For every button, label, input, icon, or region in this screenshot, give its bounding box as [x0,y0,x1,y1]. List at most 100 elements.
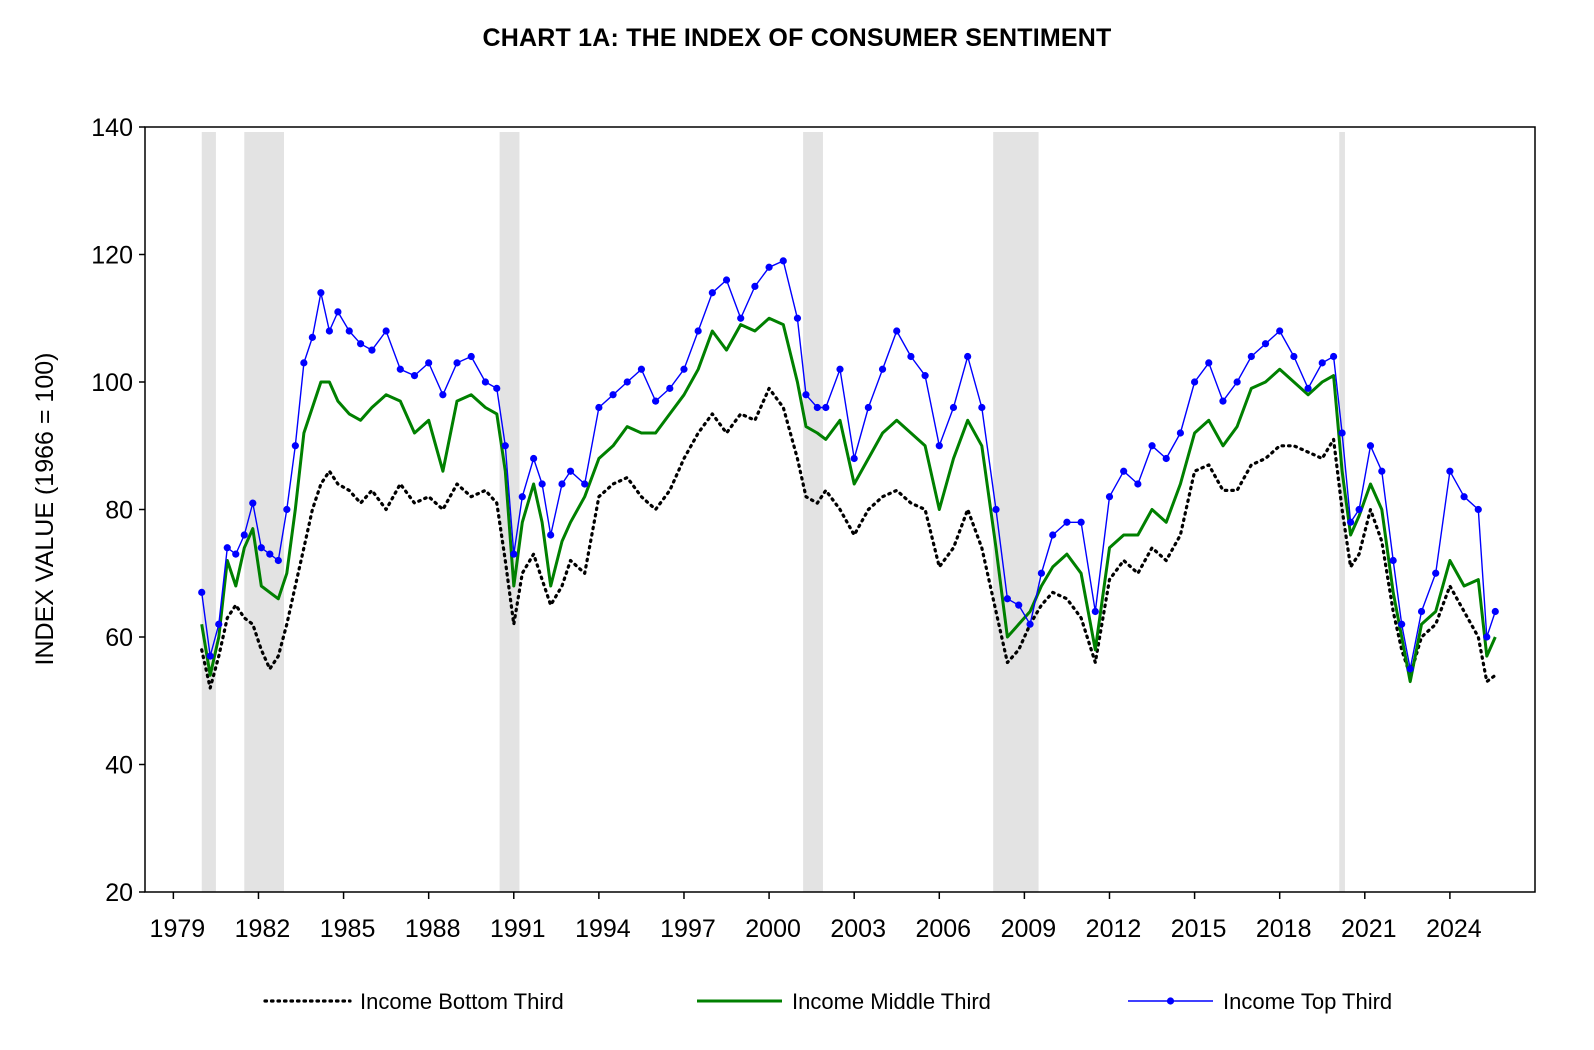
data-point-income-top-third [382,327,390,335]
x-tick-label: 1985 [320,915,376,943]
data-point-income-top-third [1304,384,1312,392]
data-point-income-top-third [1233,378,1241,386]
data-point-income-top-third [291,442,299,450]
axis-layer: 20 40 60 80 100 120 140 1979 1982 1985 1988 1991 199… [91,114,1482,943]
y-tick-label: 20 [105,879,133,907]
data-point-income-top-third [547,531,555,539]
series-line-income-bottom-third [200,386,1497,690]
data-point-income-top-third [1483,633,1491,641]
data-point-income-top-third [779,257,787,265]
data-point-income-top-third [425,359,433,367]
data-point-income-top-third [1148,442,1156,450]
data-point-income-top-third [793,314,802,322]
data-point-income-top-third [493,384,501,392]
data-point-income-top-third [836,365,844,373]
data-point-income-top-third [1347,518,1355,526]
x-tick-label: 1982 [235,915,291,943]
x-tick-label: 2018 [1256,915,1312,943]
data-point-income-top-third [637,365,646,373]
data-point-income-top-third [949,403,958,412]
legend-label-income-middle-third: Income Middle Third [792,989,991,1014]
data-point-income-top-third [893,327,901,335]
data-point-income-top-third [1176,429,1185,437]
data-point-income-top-third [666,384,674,392]
y-tick-label: 80 [105,497,133,525]
data-point-income-top-third [410,372,419,380]
data-point-income-top-third [1037,569,1046,577]
data-point-income-top-third [1366,442,1375,450]
data-point-income-top-third [1134,480,1142,488]
data-point-income-top-third [481,378,490,386]
data-point-income-top-third [325,327,333,335]
data-point-income-top-third [1491,607,1499,616]
data-point-income-top-third [566,467,575,475]
x-tick-label: 2021 [1341,915,1397,943]
data-point-income-top-third [1378,467,1386,475]
data-point-income-top-third [864,403,872,412]
data-point-income-top-third [765,263,773,271]
data-point-income-top-third [1474,505,1482,514]
data-point-income-top-third [737,314,745,322]
y-tick-label: 60 [105,624,133,652]
data-point-income-top-third [538,480,546,488]
data-point-income-top-third [1162,454,1170,463]
data-point-income-top-third [802,391,810,399]
data-point-income-top-third [1091,607,1099,616]
x-tick-label: 2000 [745,915,801,943]
y-axis-title: INDEX VALUE (1966 = 100) [31,353,59,666]
data-point-income-top-third [1398,620,1406,628]
x-tick-label: 2003 [830,915,886,943]
data-point-income-top-third [1432,569,1440,577]
data-point-income-top-third [518,493,526,501]
data-point-income-top-third [751,282,759,290]
data-point-income-top-third [467,352,475,361]
data-point-income-top-third [223,544,231,552]
data-point-income-top-third [813,403,821,412]
x-tick-label: 1988 [405,915,461,943]
data-point-income-top-third [935,442,943,450]
data-point-income-top-third [558,480,566,488]
legend: Income Bottom Third Income Middle Third In… [263,989,1392,1014]
data-point-income-top-third [708,289,716,297]
y-tick-label: 120 [91,242,133,270]
data-point-income-top-third [1329,352,1338,361]
series-line-income-middle-third [200,316,1497,684]
series-layer [198,257,1499,690]
data-point-income-top-third [215,620,223,628]
data-point-income-top-third [1063,518,1071,526]
y-tick-label: 100 [91,369,133,397]
data-point-income-top-third [198,588,206,596]
data-point-income-top-third [1406,665,1414,673]
data-point-income-top-third [878,365,887,373]
x-tick-label: 2009 [1001,915,1057,943]
recession-band [803,132,823,892]
data-point-income-top-third [1389,556,1397,565]
data-point-income-top-third [581,480,589,488]
data-point-income-top-third [266,550,274,558]
data-point-income-top-third [396,365,404,373]
data-point-income-top-third [964,352,972,361]
x-tick-label: 2006 [915,915,971,943]
data-point-income-top-third [1026,620,1034,628]
data-point-income-top-third [439,391,447,399]
data-point-income-top-third [334,308,342,316]
x-tick-label: 1991 [490,915,546,943]
data-point-income-top-third [308,333,316,341]
legend-label-income-top-third: Income Top Third [1223,989,1392,1014]
data-point-income-top-third [1446,467,1454,475]
data-point-income-top-third [249,499,257,507]
recession-shading-layer [201,132,1345,892]
data-point-income-top-third [1338,429,1346,437]
data-point-income-top-third [240,531,248,539]
data-point-income-top-third [356,340,365,348]
data-point-income-top-third [595,403,603,412]
data-point-income-top-third [274,556,282,565]
x-tick-label: 1979 [150,915,206,943]
data-point-income-top-third [1190,378,1199,386]
data-point-income-top-third [1417,607,1426,616]
data-point-income-top-third [530,454,538,463]
data-point-income-top-third [1205,359,1213,367]
data-point-income-top-third [978,403,986,412]
x-tick-label: 1997 [660,915,716,943]
